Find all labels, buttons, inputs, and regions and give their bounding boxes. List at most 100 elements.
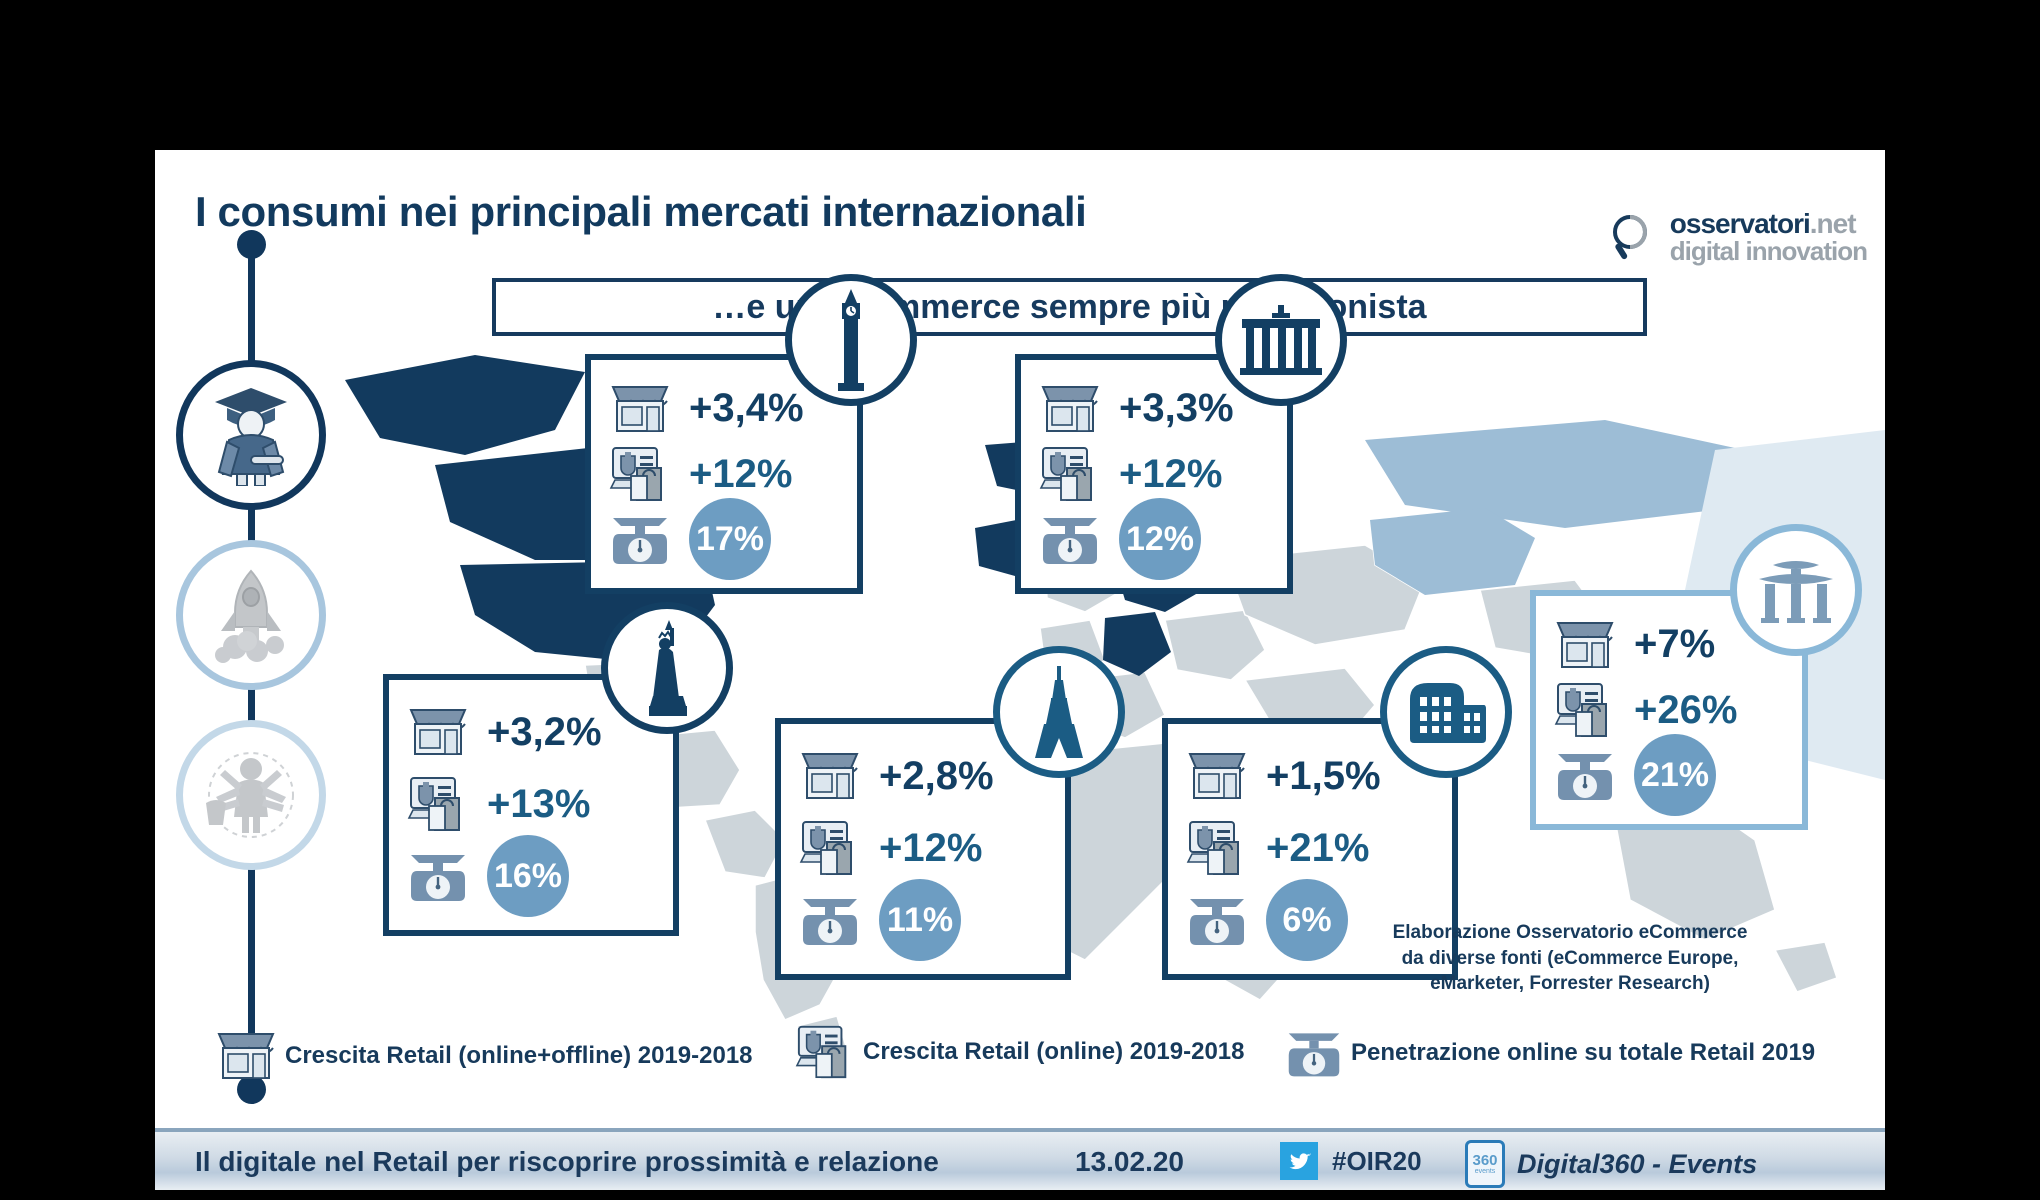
twitter-icon bbox=[1280, 1142, 1318, 1180]
footer-date: 13.02.20 bbox=[1075, 1146, 1184, 1177]
brandenburg-gate-icon bbox=[1240, 305, 1322, 375]
legend-label: Crescita Retail (online+offline) 2019-20… bbox=[285, 1042, 753, 1069]
footer-brand[interactable]: 360 events Digital360 - Events bbox=[1465, 1140, 1757, 1188]
penetration-bubble: 17% bbox=[689, 498, 771, 581]
row-retail: +1,5% bbox=[1186, 740, 1458, 812]
ecommerce-icon bbox=[1186, 821, 1239, 875]
card-italy: +1,5% +21% 6% bbox=[1162, 646, 1512, 980]
logo-line1: osservatori bbox=[1669, 208, 1811, 239]
rail-item-rocket[interactable] bbox=[176, 540, 326, 690]
row-retail: +3,4% bbox=[609, 376, 863, 441]
online-value: +21% bbox=[1266, 825, 1370, 870]
presentation-slide: I consumi nei principali mercati interna… bbox=[155, 150, 1885, 1190]
retail-value: +3,4% bbox=[689, 386, 804, 431]
penetration-bubble: 21% bbox=[1634, 734, 1716, 817]
row-online: +21% bbox=[1186, 812, 1458, 884]
row-penetration: 11% bbox=[799, 879, 1071, 961]
colosseum-icon bbox=[1410, 683, 1486, 743]
retail-value: +2,8% bbox=[879, 753, 994, 798]
row-penetration: 16% bbox=[407, 835, 679, 917]
subtitle-box: …e un eCommerce sempre più protagonista bbox=[492, 278, 1647, 336]
online-value: +13% bbox=[487, 781, 591, 826]
row-online: +12% bbox=[609, 441, 863, 506]
logo-line1-suffix: .net bbox=[1809, 208, 1857, 239]
card-rows: +3,4% +12% 17% bbox=[585, 354, 863, 594]
legend-item-penetration: Penetrazione online su totale Retail 201… bbox=[1285, 1026, 1815, 1080]
ecommerce-icon bbox=[1554, 683, 1607, 738]
card-rows: +1,5% +21% 6% bbox=[1162, 718, 1458, 980]
chinese-gate-icon bbox=[1759, 561, 1833, 623]
landmark-badge-china bbox=[1730, 524, 1862, 656]
row-penetration: 12% bbox=[1039, 498, 1293, 581]
landmark-badge-france bbox=[993, 646, 1125, 778]
big-ben-icon bbox=[838, 289, 864, 391]
card-rows: +3,2% +13% 16% bbox=[383, 674, 679, 936]
ecommerce-icon bbox=[795, 1025, 847, 1079]
row-online: +13% bbox=[407, 768, 679, 840]
rail-item-multitasking[interactable] bbox=[176, 720, 326, 870]
rail-dot-bottom bbox=[237, 1075, 266, 1104]
graduate-icon bbox=[215, 388, 287, 486]
penetration-bubble: 16% bbox=[487, 835, 569, 917]
ecommerce-icon bbox=[407, 777, 460, 831]
scale-icon bbox=[803, 899, 857, 945]
row-penetration: 17% bbox=[609, 498, 863, 581]
legend-item-online: Crescita Retail (online) 2019-2018 bbox=[795, 1024, 1245, 1080]
landmark-badge-germany bbox=[1215, 274, 1347, 406]
retail-value: +3,3% bbox=[1119, 386, 1234, 431]
card-uk: +3,4% +12% 17% bbox=[585, 274, 917, 594]
retail-value: +3,2% bbox=[487, 709, 602, 754]
statue-of-liberty-icon bbox=[649, 620, 687, 716]
badge-number: 360 bbox=[1472, 1152, 1498, 1169]
footer-twitter[interactable]: #OIR20 bbox=[1280, 1142, 1422, 1180]
source-note: Elaborazione Osservatorio eCommerce da d… bbox=[1392, 922, 1748, 995]
scale-icon bbox=[1288, 1033, 1340, 1077]
row-retail: +3,3% bbox=[1039, 376, 1293, 441]
row-online: +12% bbox=[799, 812, 1071, 884]
online-value: +12% bbox=[1119, 451, 1223, 496]
multitasking-person-icon bbox=[206, 752, 294, 838]
footer-hashtag: #OIR20 bbox=[1332, 1145, 1422, 1176]
eiffel-tower-icon bbox=[1035, 666, 1083, 758]
legend: Crescita Retail (online+offline) 2019-20… bbox=[215, 1025, 1875, 1090]
row-retail: +2,8% bbox=[799, 740, 1071, 812]
shop-icon bbox=[1188, 753, 1246, 799]
online-value: +26% bbox=[1634, 687, 1738, 732]
badge-sub: events bbox=[1474, 1168, 1496, 1175]
card-china: +7% +26% 21% bbox=[1530, 524, 1862, 830]
magnifier-icon bbox=[1612, 215, 1647, 260]
legend-item-retail: Crescita Retail (online+offline) 2019-20… bbox=[215, 1030, 753, 1082]
scale-icon bbox=[1190, 899, 1244, 945]
card-germany: +3,3% +12% 12% bbox=[1015, 274, 1347, 594]
row-online: +12% bbox=[1039, 441, 1293, 506]
shop-icon bbox=[1041, 385, 1099, 432]
legend-label: Penetrazione online su totale Retail 201… bbox=[1351, 1039, 1816, 1066]
retail-value: +1,5% bbox=[1266, 753, 1381, 798]
legend-label: Crescita Retail (online) 2019-2018 bbox=[863, 1038, 1245, 1065]
row-retail: +7% bbox=[1554, 612, 1808, 677]
shop-icon bbox=[217, 1033, 275, 1079]
footer-brand-label: Digital360 - Events bbox=[1517, 1148, 1758, 1179]
row-penetration: 21% bbox=[1554, 734, 1808, 817]
page-title: I consumi nei principali mercati interna… bbox=[195, 188, 1087, 235]
ecommerce-icon bbox=[609, 447, 662, 502]
rail-dot-top bbox=[237, 230, 266, 259]
row-retail: +3,2% bbox=[407, 696, 679, 768]
row-penetration: 6% bbox=[1186, 879, 1458, 961]
card-rows: +2,8% +12% 11% bbox=[775, 718, 1071, 980]
penetration-bubble: 6% bbox=[1266, 879, 1348, 961]
row-online: +26% bbox=[1554, 677, 1808, 742]
scale-icon bbox=[1558, 754, 1612, 801]
scale-icon bbox=[1043, 518, 1097, 565]
landmark-badge-italy bbox=[1380, 646, 1512, 778]
card-france: +2,8% +12% 11% bbox=[775, 646, 1125, 980]
rail-item-graduate[interactable] bbox=[176, 360, 326, 510]
rocket-icon bbox=[215, 569, 284, 663]
shop-icon bbox=[801, 753, 859, 799]
scale-icon bbox=[613, 518, 667, 565]
landmark-badge-usa bbox=[601, 602, 733, 734]
retail-value: +7% bbox=[1634, 622, 1716, 667]
shop-icon bbox=[409, 709, 467, 755]
shop-icon bbox=[1556, 621, 1614, 668]
